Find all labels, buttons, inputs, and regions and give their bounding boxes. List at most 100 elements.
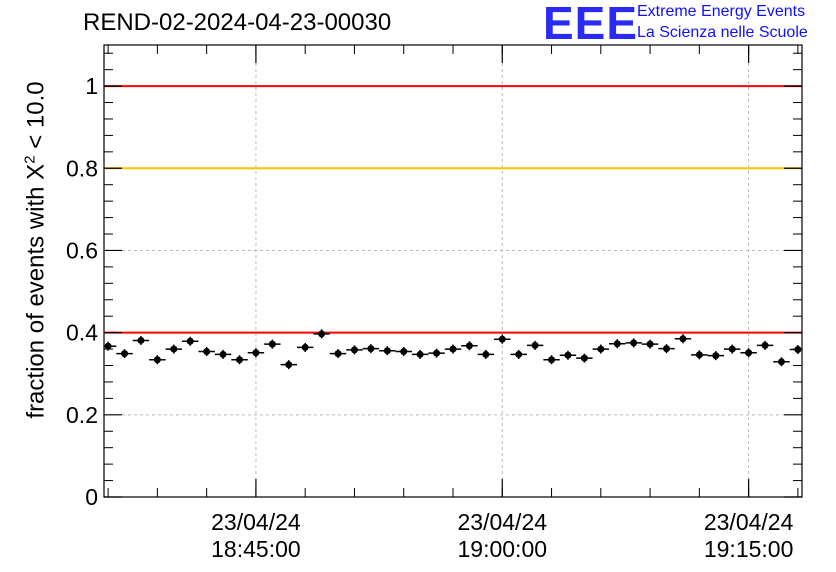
data-points — [104, 329, 802, 370]
point-marker — [170, 345, 178, 353]
point-marker — [465, 342, 473, 350]
point-marker — [350, 346, 358, 354]
data-point — [494, 334, 511, 344]
point-marker — [761, 341, 769, 349]
data-point — [707, 351, 724, 361]
reference-lines — [104, 85, 802, 334]
point-marker — [663, 345, 671, 353]
run-title: REND-02-2024-04-23-00030 — [83, 9, 392, 36]
data-point — [658, 344, 675, 354]
data-point — [264, 339, 281, 349]
y-tick-label: 0 — [85, 484, 98, 510]
data-point — [214, 349, 232, 359]
point-marker — [367, 345, 375, 353]
brand-line-1: Extreme Energy Events — [637, 3, 806, 20]
data-point — [461, 341, 478, 351]
point-marker — [580, 354, 588, 362]
data-point — [773, 357, 790, 367]
point-marker — [728, 345, 736, 353]
data-point — [756, 340, 774, 350]
point-marker — [268, 340, 276, 348]
data-point — [379, 346, 396, 356]
data-point — [198, 347, 215, 357]
y-axis-label-suffix: < 10.0 — [22, 81, 50, 156]
point-marker — [531, 341, 539, 349]
point-marker — [597, 345, 605, 353]
point-marker — [449, 345, 457, 353]
data-point — [559, 350, 577, 360]
data-point — [477, 349, 495, 359]
point-marker — [383, 347, 391, 355]
data-point — [510, 349, 527, 359]
data-point — [641, 339, 659, 349]
point-marker — [186, 337, 194, 345]
data-point — [444, 344, 462, 354]
data-point — [132, 335, 150, 345]
point-marker — [679, 335, 687, 343]
y-tick-label: 0.2 — [66, 402, 98, 428]
point-marker — [301, 343, 309, 351]
point-marker — [630, 339, 638, 347]
gridlines — [104, 45, 802, 497]
point-marker — [318, 330, 326, 338]
point-marker — [252, 349, 260, 357]
data-point — [182, 336, 199, 346]
point-marker — [219, 350, 227, 358]
data-point — [165, 344, 183, 354]
data-point — [740, 348, 757, 358]
point-marker — [203, 348, 211, 356]
data-point — [674, 334, 692, 344]
point-marker — [433, 349, 441, 357]
data-point — [280, 360, 297, 370]
data-point — [116, 349, 133, 359]
data-point — [411, 349, 429, 359]
data-point — [625, 338, 642, 348]
data-point — [329, 349, 347, 359]
y-tick-label: 0.4 — [66, 320, 98, 346]
point-marker — [235, 356, 243, 364]
data-point — [576, 353, 593, 363]
data-point — [362, 344, 380, 354]
y-axis-label: fraction of events with X2 < 10.0 — [22, 81, 51, 418]
point-marker — [745, 349, 753, 357]
point-marker — [777, 358, 785, 366]
x-tick-time-label: 19:00:00 — [458, 536, 548, 562]
y-tick-label: 0.6 — [66, 237, 98, 263]
plot-frame — [103, 44, 803, 498]
point-marker — [482, 350, 490, 358]
data-point — [609, 339, 626, 349]
data-point — [691, 350, 708, 360]
y-axis: 0 0.2 0.4 0.6 0.8 1 — [66, 52, 802, 510]
data-point — [296, 342, 314, 352]
point-marker — [712, 352, 720, 360]
point-marker — [400, 348, 408, 356]
eee-logo: EEE — [543, 0, 639, 49]
y-tick-label: 0.8 — [66, 155, 98, 181]
data-point — [231, 355, 248, 365]
point-marker — [613, 340, 621, 348]
brand-line-2: La Scienza nelle Scuole — [637, 24, 808, 41]
point-marker — [153, 356, 161, 364]
data-point — [723, 344, 741, 354]
x-tick-date-label: 23/04/24 — [211, 509, 301, 535]
data-point — [428, 348, 445, 358]
x-axis: 23/04/2418:45:0023/04/2419:00:0023/04/24… — [107, 45, 799, 562]
data-point — [104, 341, 117, 351]
point-marker — [416, 350, 424, 358]
data-point — [592, 344, 610, 354]
data-point — [346, 345, 363, 355]
data-point — [395, 347, 412, 357]
y-axis-label-superscript: 2 — [21, 155, 39, 164]
point-marker — [334, 350, 342, 358]
x-tick-date-label: 23/04/24 — [704, 509, 794, 535]
point-marker — [137, 336, 145, 344]
point-marker — [695, 351, 703, 359]
data-point — [313, 329, 330, 339]
data-point — [526, 340, 544, 350]
data-point — [543, 355, 560, 365]
point-marker — [104, 342, 112, 350]
point-marker — [515, 350, 523, 358]
point-marker — [498, 335, 506, 343]
x-tick-time-label: 19:15:00 — [704, 536, 794, 562]
